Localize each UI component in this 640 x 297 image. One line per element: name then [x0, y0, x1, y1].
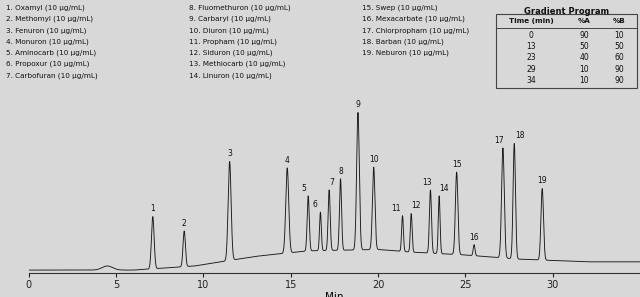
Text: 18: 18 [515, 131, 524, 140]
Text: 4. Monuron (10 μg/mL): 4. Monuron (10 μg/mL) [6, 38, 89, 45]
Text: 13: 13 [422, 178, 432, 187]
Text: 3. Fenuron (10 μg/mL): 3. Fenuron (10 μg/mL) [6, 27, 87, 34]
Text: 14: 14 [440, 184, 449, 193]
Text: 90: 90 [614, 76, 624, 85]
Text: 12. Siduron (10 μg/mL): 12. Siduron (10 μg/mL) [189, 50, 272, 56]
Text: 9: 9 [356, 100, 360, 109]
Text: 15. Swep (10 μg/mL): 15. Swep (10 μg/mL) [362, 4, 437, 11]
Text: 6. Propoxur (10 μg/mL): 6. Propoxur (10 μg/mL) [6, 61, 90, 67]
Text: 16: 16 [469, 233, 479, 241]
Text: 10: 10 [579, 65, 589, 74]
Text: 3: 3 [227, 149, 232, 158]
Text: 50: 50 [614, 42, 624, 51]
Text: 11. Propham (10 μg/mL): 11. Propham (10 μg/mL) [189, 38, 276, 45]
Text: 6: 6 [313, 200, 317, 209]
Text: 50: 50 [579, 42, 589, 51]
Text: 18. Barban (10 μg/mL): 18. Barban (10 μg/mL) [362, 38, 444, 45]
Text: 4: 4 [285, 156, 290, 165]
Text: 19. Neburon (10 μg/mL): 19. Neburon (10 μg/mL) [362, 50, 449, 56]
Text: 0: 0 [529, 31, 534, 40]
Text: 10: 10 [579, 76, 589, 85]
Text: 1: 1 [150, 204, 155, 214]
Text: 2. Methomyl (10 μg/mL): 2. Methomyl (10 μg/mL) [6, 16, 93, 22]
Text: 8: 8 [338, 167, 343, 176]
Text: 23: 23 [526, 53, 536, 62]
Text: 2: 2 [182, 219, 187, 228]
Text: 14. Linuron (10 μg/mL): 14. Linuron (10 μg/mL) [189, 72, 271, 79]
Text: 7: 7 [330, 178, 334, 187]
Text: 60: 60 [614, 53, 624, 62]
Text: 1. Oxamyl (10 μg/mL): 1. Oxamyl (10 μg/mL) [6, 4, 85, 11]
Text: 17. Chlorpropham (10 μg/mL): 17. Chlorpropham (10 μg/mL) [362, 27, 468, 34]
Text: 13: 13 [526, 42, 536, 51]
Text: 13. Methiocarb (10 μg/mL): 13. Methiocarb (10 μg/mL) [189, 61, 285, 67]
Text: 17: 17 [493, 136, 504, 145]
Text: 19: 19 [538, 176, 547, 185]
Text: %A: %A [577, 18, 591, 24]
Text: 5: 5 [301, 184, 307, 193]
Text: 34: 34 [526, 76, 536, 85]
Text: 9. Carbaryl (10 μg/mL): 9. Carbaryl (10 μg/mL) [189, 16, 271, 22]
Text: 8. Fluomethuron (10 μg/mL): 8. Fluomethuron (10 μg/mL) [189, 4, 291, 11]
Text: 16. Mexacarbate (10 μg/mL): 16. Mexacarbate (10 μg/mL) [362, 16, 465, 22]
Text: 10. Diuron (10 μg/mL): 10. Diuron (10 μg/mL) [189, 27, 269, 34]
Text: Time (min): Time (min) [509, 18, 554, 24]
X-axis label: Min: Min [325, 292, 344, 297]
Text: %B: %B [613, 18, 625, 24]
Text: 90: 90 [614, 65, 624, 74]
Text: 10: 10 [614, 31, 624, 40]
Text: 29: 29 [526, 65, 536, 74]
Text: 5. Aminocarb (10 μg/mL): 5. Aminocarb (10 μg/mL) [6, 50, 97, 56]
Text: Gradient Program: Gradient Program [524, 7, 609, 16]
Text: 12: 12 [411, 201, 420, 211]
Text: 90: 90 [579, 31, 589, 40]
Text: 15: 15 [452, 160, 461, 169]
Text: 40: 40 [579, 53, 589, 62]
Text: 10: 10 [369, 155, 378, 164]
Text: 11: 11 [392, 203, 401, 213]
Text: 7. Carbofuran (10 μg/mL): 7. Carbofuran (10 μg/mL) [6, 72, 98, 79]
